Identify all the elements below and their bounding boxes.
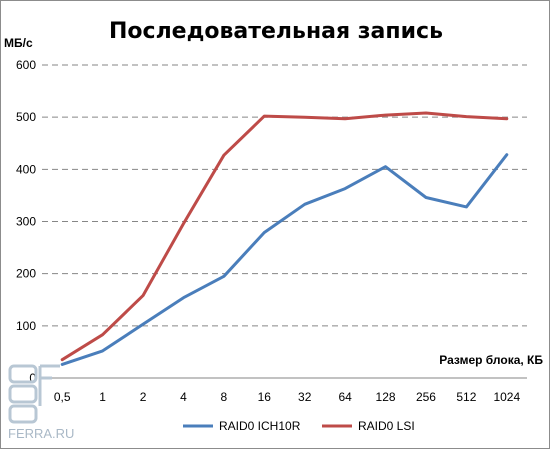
x-tick-label: 4 — [180, 390, 187, 404]
x-tick-label: 64 — [338, 390, 352, 404]
y-tick-labels: 0 100 200 300 400 500 600 — [16, 58, 36, 385]
y-tick-label: 100 — [16, 319, 36, 333]
y-tick-label: 200 — [16, 267, 36, 281]
x-axis-label: Размер блока, КБ — [439, 353, 543, 367]
grid-lines — [42, 64, 527, 327]
x-tick-labels: 0,5 1 2 4 8 16 32 64 128 256 512 1024 — [54, 390, 521, 404]
series-line — [60, 153, 509, 366]
y-tick-label: 300 — [16, 215, 36, 229]
x-tick-label: 256 — [416, 390, 436, 404]
x-tick-label: 32 — [298, 390, 312, 404]
ferra-watermark: FERRA.RU — [8, 364, 74, 441]
legend-label: RAID0 LSI — [358, 419, 415, 433]
x-tick-label: 1024 — [493, 390, 520, 404]
legend: RAID0 ICH10R RAID0 LSI — [183, 419, 415, 433]
watermark-text: FERRA.RU — [8, 426, 74, 441]
series-lines — [60, 111, 509, 366]
x-tick-label: 1 — [99, 390, 106, 404]
x-tick-label: 8 — [221, 390, 228, 404]
legend-label: RAID0 ICH10R — [219, 419, 301, 433]
x-tick-label: 512 — [456, 390, 476, 404]
x-tick-label: 2 — [140, 390, 147, 404]
x-tick-label: 16 — [258, 390, 272, 404]
y-tick-label: 400 — [16, 162, 36, 176]
y-tick-label: 500 — [16, 110, 36, 124]
y-tick-label: 600 — [16, 58, 36, 72]
y-tick-label: 0 — [29, 371, 36, 385]
series-line — [60, 111, 509, 362]
chart-title: Последовательная запись — [109, 19, 443, 44]
ferra-logo-icon — [8, 364, 60, 424]
x-tick-label: 128 — [376, 390, 396, 404]
x-tick-label: 0,5 — [54, 390, 71, 404]
y-axis-unit: МБ/с — [4, 36, 33, 50]
